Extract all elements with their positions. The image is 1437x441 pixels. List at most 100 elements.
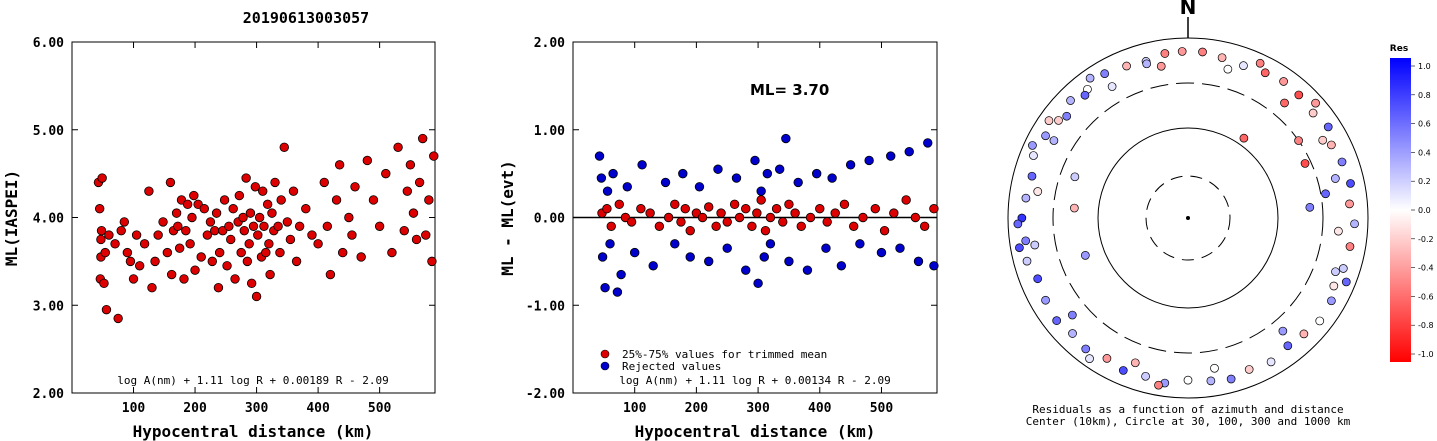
- station-point: [1239, 61, 1248, 70]
- station-point: [1337, 157, 1347, 167]
- colorbar-tick-label: -1.0: [1418, 350, 1434, 359]
- colorbar-tick-label: 0.2: [1418, 177, 1431, 186]
- data-point: [836, 261, 847, 271]
- data-point: [845, 160, 856, 170]
- data-point: [110, 239, 120, 249]
- data-point: [424, 195, 434, 205]
- y-tick-label: 2.00: [534, 36, 565, 51]
- data-point: [716, 208, 726, 218]
- data-point: [276, 195, 286, 205]
- data-point: [230, 274, 240, 284]
- north-label: N: [1180, 0, 1197, 19]
- station-point: [1300, 159, 1310, 168]
- station-point: [1044, 116, 1054, 125]
- data-point: [600, 283, 610, 293]
- data-point: [282, 217, 293, 227]
- station-point: [1350, 219, 1359, 229]
- data-point: [166, 269, 177, 280]
- data-point: [870, 204, 881, 214]
- data-point: [417, 133, 428, 144]
- colorbar-tick-label: 1.0: [1418, 62, 1431, 71]
- data-point: [790, 208, 800, 218]
- panel-polar-residuals: N Residuals as a function of azimuth and…: [1007, 0, 1434, 428]
- station-point: [1279, 77, 1288, 86]
- data-point: [864, 155, 874, 166]
- data-point: [756, 186, 766, 196]
- data-point: [244, 239, 254, 249]
- data-point: [694, 182, 705, 192]
- station-point: [1022, 256, 1032, 266]
- x-tick-label: 300: [746, 401, 770, 416]
- data-point: [811, 168, 822, 179]
- data-point: [214, 247, 225, 258]
- data-point: [202, 230, 213, 240]
- data-point: [645, 208, 655, 218]
- data-point: [429, 151, 439, 161]
- data-point: [680, 204, 690, 214]
- data-point: [279, 142, 289, 153]
- station-point: [1015, 243, 1024, 253]
- station-point: [1327, 296, 1336, 306]
- data-point: [226, 234, 236, 245]
- data-point: [421, 230, 431, 240]
- data-point: [602, 204, 612, 214]
- data-point: [596, 173, 607, 183]
- station-point: [1329, 281, 1339, 291]
- ml-annotation: ML= 3.70: [750, 81, 829, 99]
- station-point: [1321, 189, 1330, 199]
- data-point: [781, 133, 791, 144]
- x-tick-label: 400: [306, 401, 330, 416]
- data-point: [144, 186, 154, 196]
- data-point: [131, 230, 142, 240]
- data-point: [125, 256, 136, 267]
- data-point: [827, 173, 837, 183]
- y-tick-label: 3.00: [33, 299, 64, 314]
- station-point: [1345, 199, 1354, 209]
- station-point: [1081, 344, 1091, 354]
- data-point: [765, 239, 776, 249]
- figure-title: 20190613003057: [243, 9, 369, 27]
- station-point: [1080, 90, 1090, 100]
- data-point: [356, 252, 366, 262]
- data-point: [368, 195, 379, 205]
- data-point: [262, 199, 273, 210]
- station-point: [1331, 174, 1340, 183]
- x-axis-label: Hypocentral distance (km): [635, 422, 876, 441]
- data-point: [199, 204, 209, 214]
- data-point: [219, 195, 230, 205]
- data-point: [104, 230, 114, 240]
- data-point: [929, 261, 939, 271]
- station-point: [1033, 274, 1043, 284]
- station-point: [1068, 329, 1077, 338]
- station-point: [1141, 371, 1150, 381]
- station-point: [1160, 49, 1170, 58]
- data-point: [94, 204, 105, 214]
- x-tick-label: 100: [122, 401, 146, 416]
- data-point: [753, 278, 763, 289]
- station-point: [1323, 122, 1333, 132]
- station-point: [1085, 73, 1095, 83]
- data-point: [731, 173, 742, 183]
- data-point: [722, 243, 732, 253]
- x-tick-label: 100: [623, 401, 647, 416]
- data-point: [99, 278, 109, 289]
- data-point: [213, 283, 224, 293]
- data-point: [322, 221, 333, 231]
- data-point: [747, 221, 757, 231]
- data-point: [608, 168, 618, 179]
- data-point: [239, 225, 249, 236]
- station-point: [1338, 264, 1348, 273]
- caption-line2: Center (10km), Circle at 30, 100, 300 an…: [1026, 415, 1351, 428]
- data-point: [756, 195, 766, 205]
- station-point: [1206, 376, 1216, 386]
- data-point: [362, 155, 373, 166]
- data-point: [648, 261, 658, 271]
- data-point: [408, 208, 419, 218]
- data-point: [919, 221, 930, 231]
- data-point: [301, 204, 311, 214]
- data-point: [654, 221, 665, 231]
- data-point: [101, 304, 112, 315]
- colorbar-tick-label: 0.8: [1418, 91, 1431, 100]
- data-point: [251, 291, 262, 302]
